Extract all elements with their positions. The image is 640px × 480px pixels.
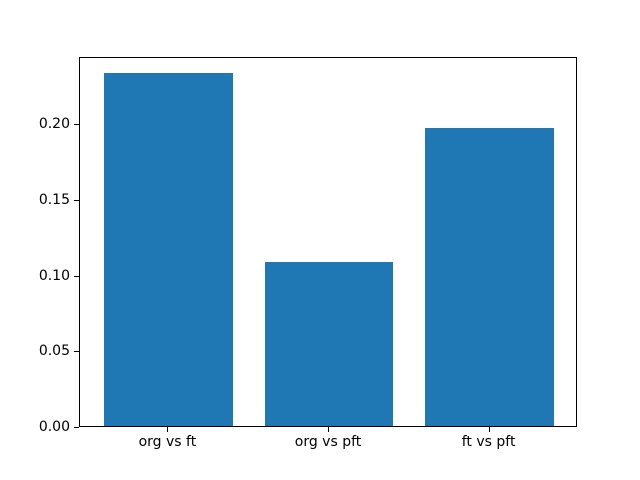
y-axis-tick: [74, 351, 79, 353]
plot-area: [79, 57, 577, 427]
bar-org-vs-pft: [264, 262, 394, 426]
bar-org-vs-ft: [104, 73, 233, 426]
y-axis-tick: [74, 427, 79, 428]
x-axis-tick: [328, 427, 329, 432]
y-axis-tick-label: 0.20: [38, 116, 70, 133]
x-axis-category-label: org vs ft: [138, 434, 197, 450]
y-axis-tick: [74, 124, 79, 126]
y-axis-tick: [74, 275, 79, 277]
y-axis-tick: [74, 199, 79, 201]
x-axis-category-label: org vs pft: [294, 434, 362, 450]
y-axis-tick-label: 0.15: [38, 191, 70, 208]
y-axis-tick-label: 0.10: [38, 267, 70, 284]
bar-ft-vs-pft: [425, 127, 554, 426]
y-axis-tick-label: 0.05: [38, 343, 70, 360]
y-axis-tick-label: 0.00: [38, 419, 70, 435]
x-axis-tick: [488, 427, 490, 432]
x-axis-category-label: ft vs pft: [461, 434, 516, 450]
x-axis-tick: [167, 427, 169, 432]
